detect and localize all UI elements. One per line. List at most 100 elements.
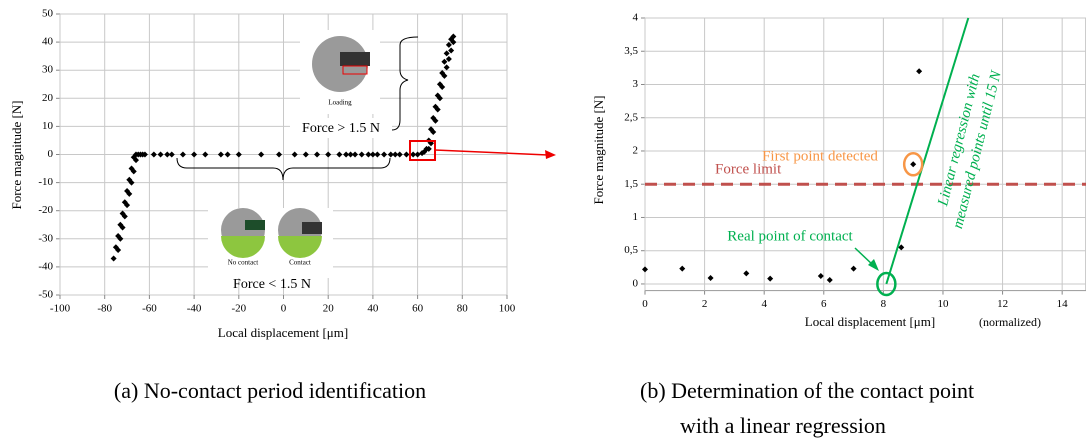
point (679, 265, 686, 272)
point (445, 41, 452, 48)
x-tick-label: 10 (937, 298, 949, 310)
point (325, 151, 332, 158)
point (707, 274, 714, 281)
caption: (a) No-contact period identification (114, 378, 426, 403)
y-axis-label: Force magnitude [N] (591, 95, 606, 204)
y-tick-label: 3 (633, 78, 639, 90)
y-tick-label: 2 (633, 145, 639, 157)
point (336, 151, 343, 158)
icon-loading (300, 30, 380, 114)
point (224, 151, 231, 158)
y-tick-label: -50 (38, 289, 53, 301)
point (898, 244, 905, 251)
y-tick-label: 10 (42, 120, 54, 132)
x-tick-label: -80 (97, 303, 112, 315)
point (258, 151, 265, 158)
x-tick-label: 8 (881, 298, 887, 310)
point (425, 145, 432, 152)
x-axis-label: Local displacement [μm] (218, 325, 348, 340)
y-tick-label: 1 (633, 211, 639, 223)
point (817, 272, 824, 279)
x-tick-label: -100 (50, 303, 71, 315)
y-tick-label: 50 (42, 8, 54, 20)
point (217, 151, 224, 158)
point (276, 151, 283, 158)
x-tick-label: -60 (142, 303, 157, 315)
x-tick-label: 20 (323, 303, 335, 315)
point (387, 151, 394, 158)
x-tick-label: 40 (367, 303, 379, 315)
annotation: Force > 1.5 N (302, 121, 380, 136)
point (916, 68, 923, 75)
point (642, 266, 648, 273)
point (432, 117, 439, 124)
annotation: Real point of contact (727, 228, 853, 244)
point (365, 151, 372, 158)
point (150, 151, 157, 158)
point (910, 161, 917, 168)
point (434, 106, 441, 113)
annotation: Contact (289, 259, 311, 267)
point (439, 84, 446, 91)
y-tick-label: 2,5 (624, 111, 638, 123)
annotation: Loading (328, 99, 352, 107)
icon (221, 236, 265, 258)
x-tick-label: 2 (702, 298, 708, 310)
point (124, 202, 131, 209)
point (164, 151, 171, 158)
point (191, 151, 198, 158)
annotation: No contact (228, 259, 259, 267)
icon (245, 220, 265, 230)
icon-contact (208, 208, 333, 278)
brace (391, 36, 419, 131)
highlight (876, 271, 897, 297)
point (374, 151, 381, 158)
x-tick-label: -20 (231, 303, 246, 315)
point (110, 255, 117, 262)
point (430, 129, 437, 136)
point (441, 58, 448, 65)
point (291, 151, 298, 158)
point (130, 168, 137, 175)
point (168, 151, 175, 158)
point (381, 151, 388, 158)
point (343, 151, 350, 158)
point (441, 72, 448, 79)
point (443, 50, 450, 57)
point (302, 151, 309, 158)
x-tick-label: 14 (1057, 298, 1069, 310)
point (141, 151, 148, 158)
point (235, 151, 242, 158)
x-tick-label: 0 (281, 303, 287, 315)
y-tick-label: 0,5 (624, 244, 638, 256)
point (443, 64, 450, 71)
y-tick-label: -10 (38, 176, 53, 188)
x-tick-label: 100 (499, 303, 516, 315)
label-bg (290, 118, 392, 138)
regression-line (885, 17, 970, 285)
annotation: First point detected (762, 148, 878, 164)
plot-area (644, 17, 1086, 292)
icon (278, 236, 322, 258)
y-tick-label: 4 (633, 12, 639, 24)
y-tick-label: 20 (42, 92, 54, 104)
point (352, 151, 359, 158)
x-tick-label: 6 (821, 298, 827, 310)
x-axis-note: (normalized) (979, 315, 1041, 329)
annotation: Force limit (715, 161, 782, 177)
point (128, 179, 135, 186)
brace (176, 157, 391, 181)
point (448, 47, 455, 54)
x-tick-label: -40 (187, 303, 202, 315)
point (403, 151, 410, 158)
point (826, 276, 833, 283)
y-tick-label: 3,5 (624, 45, 638, 57)
icon (302, 222, 322, 234)
caption: with a linear regression (680, 413, 886, 438)
point (850, 265, 857, 272)
point (445, 55, 452, 62)
x-tick-label: 60 (412, 303, 424, 315)
point (767, 275, 774, 282)
